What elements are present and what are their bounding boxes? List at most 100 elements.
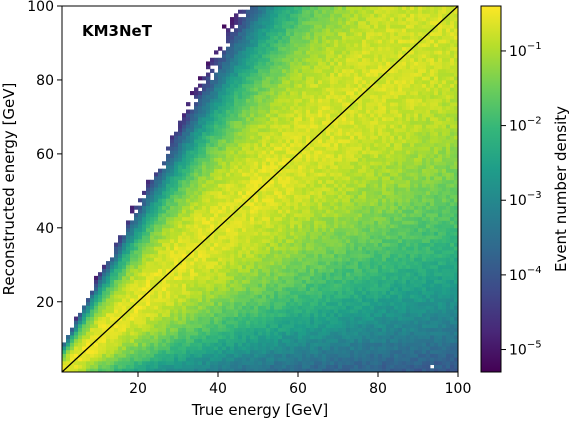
heatmap-cell	[202, 279, 207, 284]
heatmap-cell	[310, 31, 315, 36]
heatmap-cell	[166, 201, 171, 207]
heatmap-cell	[242, 68, 247, 73]
heatmap-cell	[238, 349, 243, 354]
heatmap-cell	[342, 261, 347, 266]
heatmap-cell	[202, 275, 207, 280]
heatmap-cell	[190, 161, 195, 166]
heatmap-cell	[310, 257, 315, 262]
heatmap-cell	[158, 312, 163, 317]
heatmap-cell	[282, 6, 287, 11]
heatmap-cell	[170, 335, 175, 340]
heatmap-cell	[314, 120, 319, 125]
heatmap-cell	[306, 279, 311, 284]
heatmap-cell	[326, 13, 331, 18]
heatmap-cell	[306, 357, 311, 362]
heatmap-cell	[150, 246, 155, 251]
heatmap-cell	[170, 153, 175, 158]
heatmap-cell	[290, 24, 295, 29]
heatmap-cell	[214, 50, 219, 55]
heatmap-cell	[242, 231, 247, 236]
heatmap-cell	[318, 39, 323, 44]
heatmap-cell	[74, 338, 79, 343]
heatmap-cell	[166, 235, 171, 240]
heatmap-cell	[342, 327, 347, 332]
heatmap-cell	[242, 298, 247, 303]
heatmap-cell	[342, 42, 347, 48]
heatmap-cell	[142, 349, 147, 354]
heatmap-cell	[278, 213, 283, 218]
heatmap-cell	[206, 209, 211, 214]
heatmap-cell	[262, 98, 267, 103]
heatmap-cell	[174, 161, 179, 166]
heatmap-cell	[250, 87, 255, 92]
heatmap-cell	[258, 331, 263, 336]
heatmap-cell	[238, 57, 243, 62]
heatmap-cell	[290, 279, 295, 284]
heatmap-cell	[122, 261, 127, 266]
heatmap-cell	[278, 301, 283, 306]
heatmap-cell	[330, 153, 335, 158]
heatmap-cell	[346, 213, 351, 218]
heatmap-cell	[254, 91, 259, 96]
heatmap-cell	[158, 227, 163, 232]
heatmap-cell	[254, 6, 259, 11]
heatmap-cell	[262, 39, 267, 44]
heatmap-cell	[322, 316, 327, 321]
heatmap-cell	[302, 94, 307, 99]
heatmap-cell	[222, 194, 227, 199]
heatmap-cell	[266, 68, 271, 73]
heatmap-cell	[318, 76, 323, 81]
heatmap-cell	[194, 124, 199, 129]
heatmap-cell	[226, 305, 231, 310]
heatmap-cell	[338, 128, 343, 133]
heatmap-cell	[166, 279, 171, 284]
heatmap-cell	[130, 268, 135, 273]
heatmap-cell	[210, 286, 215, 292]
heatmap-cell	[166, 194, 171, 199]
heatmap-cell	[206, 116, 211, 122]
heatmap-cell	[346, 257, 351, 262]
heatmap-cell	[234, 31, 239, 36]
heatmap-cell	[218, 83, 223, 88]
heatmap-cell	[150, 364, 155, 369]
heatmap-cell	[62, 349, 67, 354]
heatmap-cell	[278, 150, 283, 155]
heatmap-cell	[118, 353, 123, 358]
heatmap-cell	[246, 231, 251, 236]
heatmap-cell	[318, 327, 323, 332]
heatmap-cell	[126, 331, 131, 336]
heatmap-cell	[258, 109, 263, 114]
heatmap-cell	[330, 268, 335, 273]
heatmap-cell	[150, 216, 155, 221]
heatmap-cell	[130, 227, 135, 232]
heatmap-cell	[310, 54, 315, 59]
heatmap-cell	[250, 168, 255, 173]
heatmap-cell	[170, 264, 175, 269]
heatmap-cell	[294, 161, 299, 166]
heatmap-cell	[158, 183, 163, 188]
heatmap-cell	[194, 179, 199, 184]
heatmap-cell	[266, 65, 271, 70]
heatmap-cell	[302, 198, 307, 203]
heatmap-cell	[186, 279, 191, 284]
heatmap-cell	[254, 364, 259, 369]
heatmap-cell	[226, 357, 231, 362]
heatmap-cell	[326, 342, 331, 347]
heatmap-cell	[230, 338, 235, 343]
heatmap-cell	[78, 360, 83, 366]
heatmap-cell	[202, 246, 207, 251]
heatmap-cell	[158, 220, 163, 225]
heatmap-cell	[170, 198, 175, 203]
heatmap-cell	[342, 275, 347, 280]
heatmap-cell	[198, 246, 203, 251]
heatmap-cell	[122, 279, 127, 284]
heatmap-cell	[266, 131, 271, 136]
heatmap-cell	[258, 253, 263, 258]
heatmap-cell	[286, 157, 291, 162]
heatmap-cell	[290, 105, 295, 110]
heatmap-cell	[214, 342, 219, 347]
heatmap-cell	[146, 353, 151, 358]
heatmap-cell	[258, 135, 263, 140]
heatmap-cell	[274, 94, 279, 99]
heatmap-cell	[298, 338, 303, 343]
